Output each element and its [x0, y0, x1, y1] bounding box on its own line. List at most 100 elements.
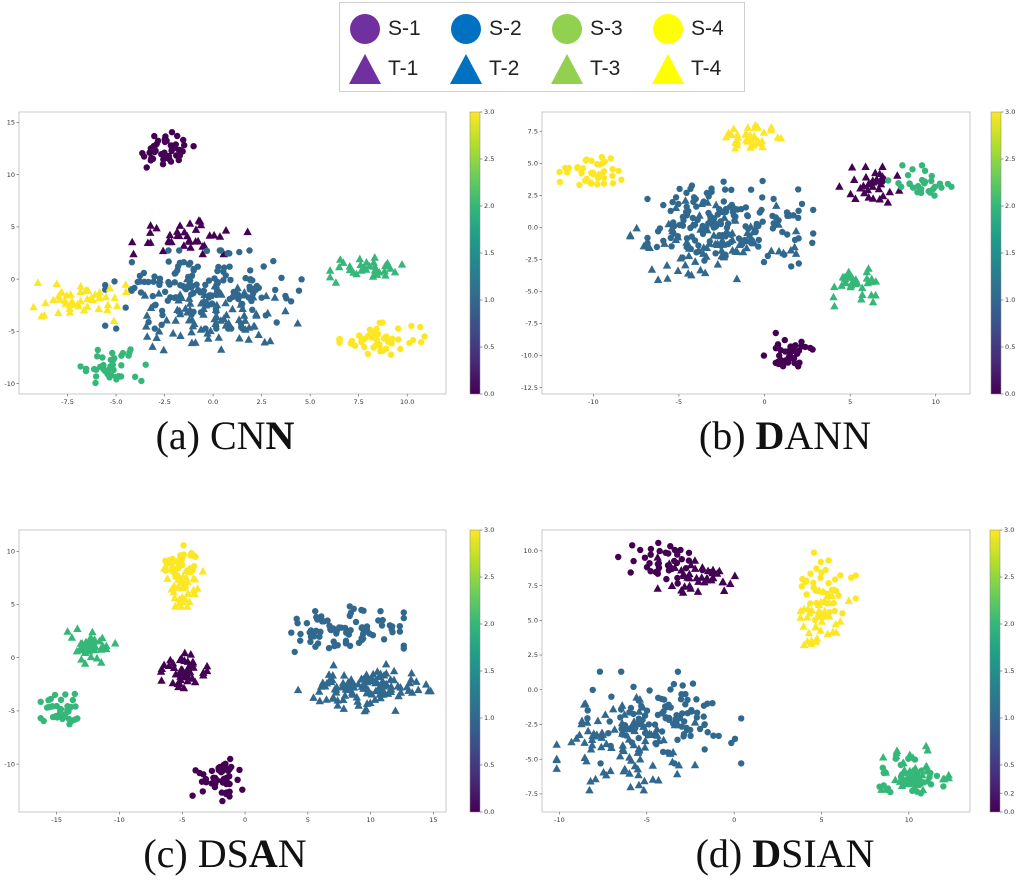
- point-t-3: [335, 262, 344, 271]
- point-t-3: [355, 254, 364, 263]
- point-s-2: [316, 633, 323, 640]
- cluster-t-3: [325, 253, 407, 286]
- point-t-2: [233, 289, 242, 298]
- point-t-2: [586, 776, 595, 785]
- point-t-2: [362, 670, 371, 678]
- point-t-2: [394, 691, 403, 700]
- point-t-2: [718, 240, 728, 248]
- point-t-3: [77, 655, 86, 663]
- point-t-2: [671, 235, 681, 243]
- point-t-1: [685, 581, 694, 589]
- point-t-1: [243, 227, 252, 236]
- point-s-1: [168, 129, 176, 136]
- point-t-4: [83, 302, 92, 310]
- point-s-2: [128, 259, 136, 266]
- point-t-2: [703, 225, 712, 234]
- point-t-1: [221, 226, 231, 234]
- point-s-2: [721, 186, 729, 193]
- point-t-3: [921, 741, 931, 750]
- point-s-2: [747, 186, 755, 193]
- point-t-2: [421, 680, 431, 688]
- point-t-2: [638, 703, 648, 711]
- point-s-2: [784, 231, 791, 238]
- point-t-4: [189, 574, 198, 582]
- x-tick-label: 0.0: [208, 398, 218, 406]
- point-s-2: [669, 198, 676, 206]
- point-t-2: [742, 236, 751, 245]
- point-t-1: [186, 243, 195, 251]
- colorbar-tick-label: 1.5: [1005, 249, 1015, 257]
- point-t-2: [249, 322, 258, 330]
- point-s-4: [180, 542, 187, 549]
- point-t-1: [171, 669, 180, 678]
- point-t-3: [851, 275, 860, 284]
- point-s-2: [710, 732, 717, 739]
- point-s-4: [409, 336, 417, 344]
- point-s-4: [810, 579, 817, 586]
- point-s-2: [388, 626, 395, 633]
- point-t-2: [262, 291, 271, 300]
- cluster-s-3: [37, 690, 81, 728]
- point-s-2: [676, 185, 683, 193]
- point-s-1: [760, 352, 768, 359]
- point-t-2: [681, 196, 690, 204]
- chart-a-cnn: -7.5 -5.0 -2.5 0.0 2.5 5.0 7.5 10.0 -10 -5 0 5 10 15 0…: [4, 108, 494, 406]
- point-t-3: [905, 750, 914, 759]
- point-s-2: [738, 760, 745, 767]
- point-s-2: [670, 680, 678, 688]
- point-s-1: [236, 766, 243, 774]
- point-t-4: [171, 602, 180, 610]
- point-t-4: [811, 622, 820, 631]
- point-t-3: [877, 785, 886, 793]
- point-t-1: [164, 237, 174, 246]
- point-t-2: [322, 678, 332, 687]
- point-t-4: [76, 296, 85, 305]
- y-tick-label: 5: [11, 223, 15, 231]
- point-t-4: [29, 302, 38, 311]
- point-s-4: [607, 155, 614, 162]
- point-t-2: [648, 775, 658, 783]
- y-tick-label: 0: [11, 654, 15, 662]
- point-t-2: [662, 261, 672, 269]
- point-t-2: [615, 751, 625, 760]
- y-tick-label: -5: [9, 707, 15, 715]
- point-t-2: [583, 726, 593, 735]
- x-tick-label: -5.0: [110, 398, 123, 406]
- point-t-2: [607, 743, 616, 751]
- point-t-3: [80, 643, 89, 651]
- point-s-1: [148, 154, 155, 162]
- point-s-2: [287, 298, 295, 305]
- legend-label-s-3: S-3: [590, 17, 623, 40]
- point-t-1: [883, 198, 893, 206]
- point-t-2: [205, 291, 215, 299]
- point-t-2: [552, 755, 561, 764]
- point-s-2: [252, 286, 259, 293]
- point-t-1: [846, 189, 855, 198]
- point-t-1: [183, 657, 192, 665]
- point-t-2: [211, 305, 221, 313]
- point-s-2: [720, 178, 727, 185]
- point-t-2: [339, 704, 348, 712]
- point-s-3: [938, 184, 945, 191]
- point-t-2: [619, 766, 628, 775]
- point-t-1: [165, 230, 175, 239]
- point-t-3: [907, 768, 917, 776]
- point-s-2: [635, 734, 642, 742]
- point-s-2: [795, 207, 802, 214]
- point-s-2: [203, 247, 211, 254]
- point-t-2: [162, 315, 171, 324]
- point-s-2: [306, 629, 313, 636]
- point-t-2: [175, 306, 184, 315]
- colorbar-tick-label: 2.0: [1004, 620, 1014, 628]
- point-t-2: [699, 243, 708, 251]
- legend-label-t-4: T-4: [691, 57, 722, 80]
- point-t-1: [690, 556, 700, 564]
- point-t-1: [188, 674, 197, 682]
- point-s-1: [795, 363, 802, 370]
- point-t-4: [94, 304, 103, 313]
- point-s-2: [606, 718, 613, 725]
- y-tick-label: 7.5: [528, 127, 538, 135]
- point-s-3: [118, 352, 125, 359]
- point-t-1: [199, 668, 208, 676]
- point-t-1: [726, 579, 735, 587]
